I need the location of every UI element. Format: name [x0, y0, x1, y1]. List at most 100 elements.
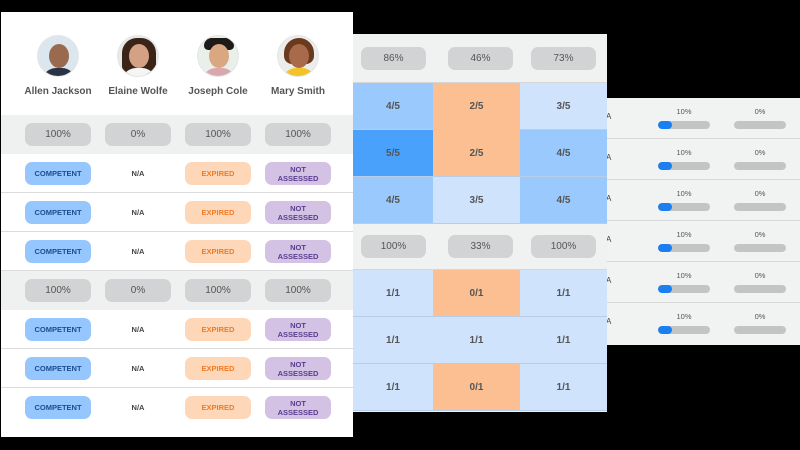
progress-bar: 0% — [734, 189, 786, 211]
status-badge-notassessed[interactable]: NOT ASSESSED — [265, 162, 331, 185]
heatmap-cell[interactable]: 4/5 — [520, 130, 607, 176]
heatmap-cell[interactable]: 0/1 — [433, 270, 520, 316]
status-badge-notassessed[interactable]: NOT ASSESSED — [265, 240, 331, 263]
progress-fill — [658, 162, 672, 170]
status-na: N/A — [131, 169, 145, 178]
status-badge-expired[interactable]: EXPIRED — [185, 201, 251, 224]
person-name: Joseph Cole — [188, 86, 248, 97]
heatmap-row: 4/5 2/5 3/5 — [353, 83, 607, 130]
progress-fill — [658, 285, 672, 293]
status-badge-notassessed[interactable]: NOT ASSESSED — [265, 396, 331, 419]
completion-pill: 100% — [25, 123, 91, 146]
progress-track — [658, 244, 710, 252]
person-elaine-wolfe[interactable]: Elaine Wolfe — [98, 12, 178, 97]
progress-row: N/A10%0% — [596, 303, 800, 344]
heatmap-cell[interactable]: 0/1 — [433, 364, 520, 410]
table-row: COMPETENT N/A EXPIRED NOT ASSESSED — [1, 193, 353, 232]
progress-label: 0% — [754, 271, 766, 280]
completion-pill: 0% — [105, 123, 171, 146]
heatmap-row: 1/1 0/1 1/1 — [353, 270, 607, 317]
heatmap-cell[interactable]: 3/5 — [520, 83, 607, 129]
progress-bar: 0% — [734, 271, 786, 293]
progress-row: N/A10%0% — [596, 180, 800, 221]
heatmap-cell[interactable]: 1/1 — [433, 317, 520, 363]
status-badge-expired[interactable]: EXPIRED — [185, 396, 251, 419]
progress-track — [734, 162, 786, 170]
person-joseph-cole[interactable]: Joseph Cole — [178, 12, 258, 97]
progress-track — [734, 121, 786, 129]
status-na: N/A — [131, 247, 145, 256]
progress-label: 10% — [676, 148, 692, 157]
status-badge-expired[interactable]: EXPIRED — [185, 240, 251, 263]
avatar — [37, 35, 79, 77]
completion-pill: 100% — [185, 123, 251, 146]
completion-pill: 73% — [531, 46, 596, 70]
heatmap-cell[interactable]: 2/5 — [433, 130, 520, 176]
status-badge-expired[interactable]: EXPIRED — [185, 318, 251, 341]
progress-track — [734, 244, 786, 252]
person-mary-smith[interactable]: Mary Smith — [258, 12, 338, 97]
table-row: COMPETENT N/A EXPIRED NOT ASSESSED — [1, 349, 353, 388]
progress-bar: 10% — [658, 312, 710, 334]
heatmap-cell[interactable]: 5/5 — [353, 130, 433, 176]
completion-pill: 100% — [531, 235, 596, 258]
heatmap-row: 4/5 3/5 4/5 — [353, 177, 607, 224]
summary-row: 100% 0% 100% 100% — [1, 271, 353, 310]
progress-fill — [658, 244, 672, 252]
progress-track — [734, 285, 786, 293]
heatmap-cell[interactable]: 4/5 — [353, 83, 433, 129]
progress-label: 0% — [754, 107, 766, 116]
person-allen-jackson[interactable]: Allen Jackson — [18, 12, 98, 97]
status-badge-expired[interactable]: EXPIRED — [185, 357, 251, 380]
status-badge-competent[interactable]: COMPETENT — [25, 240, 91, 263]
summary-row: 86% 46% 73% — [353, 34, 607, 83]
progress-row: N/A10%0% — [596, 98, 800, 139]
heatmap-cell[interactable]: 1/1 — [520, 317, 607, 363]
progress-label: 10% — [676, 189, 692, 198]
progress-panel: N/A10%0%N/A10%0%N/A10%0%N/A10%0%N/A10%0%… — [596, 98, 800, 345]
heatmap-cell[interactable]: 1/1 — [520, 364, 607, 410]
progress-bar: 0% — [734, 107, 786, 129]
completion-pill: 0% — [105, 279, 171, 302]
status-badge-competent[interactable]: COMPETENT — [25, 162, 91, 185]
heatmap-row: 1/1 0/1 1/1 — [353, 364, 607, 411]
table-row: COMPETENT N/A EXPIRED NOT ASSESSED — [1, 310, 353, 349]
status-badge-competent[interactable]: COMPETENT — [25, 201, 91, 224]
progress-label: 0% — [754, 312, 766, 321]
status-na: N/A — [131, 364, 145, 373]
heatmap-cell[interactable]: 1/1 — [353, 270, 433, 316]
heatmap-cell[interactable]: 3/5 — [433, 177, 520, 223]
progress-label: 10% — [676, 271, 692, 280]
progress-track — [658, 121, 710, 129]
progress-track — [658, 203, 710, 211]
heatmap-cell[interactable]: 1/1 — [353, 317, 433, 363]
completion-pill: 100% — [25, 279, 91, 302]
status-badge-notassessed[interactable]: NOT ASSESSED — [265, 318, 331, 341]
heatmap-cell[interactable]: 4/5 — [353, 177, 433, 223]
status-badge-competent[interactable]: COMPETENT — [25, 318, 91, 341]
completion-pill: 33% — [448, 235, 513, 258]
progress-bar: 10% — [658, 107, 710, 129]
completion-pill: 100% — [361, 235, 426, 258]
heatmap-cell[interactable]: 4/5 — [520, 177, 607, 223]
completion-pill: 100% — [265, 279, 331, 302]
people-header: Allen Jackson Elaine Wolfe Joseph Cole — [1, 12, 353, 115]
progress-label: 0% — [754, 148, 766, 157]
progress-label: 0% — [754, 230, 766, 239]
status-na: N/A — [131, 403, 145, 412]
status-badge-competent[interactable]: COMPETENT — [25, 396, 91, 419]
person-name: Mary Smith — [271, 86, 325, 97]
competency-groups: 100% 0% 100% 100% COMPETENT N/A EXPIRED NOT ASSE… — [1, 115, 353, 427]
status-badge-notassessed[interactable]: NOT ASSESSED — [265, 357, 331, 380]
heatmap-cell[interactable]: 1/1 — [520, 270, 607, 316]
heatmap-cell[interactable]: 2/5 — [433, 83, 520, 129]
status-na: N/A — [131, 208, 145, 217]
status-badge-expired[interactable]: EXPIRED — [185, 162, 251, 185]
progress-track — [734, 203, 786, 211]
progress-fill — [658, 121, 672, 129]
progress-bar: 0% — [734, 312, 786, 334]
progress-track — [658, 285, 710, 293]
heatmap-cell[interactable]: 1/1 — [353, 364, 433, 410]
status-badge-notassessed[interactable]: NOT ASSESSED — [265, 201, 331, 224]
status-badge-competent[interactable]: COMPETENT — [25, 357, 91, 380]
